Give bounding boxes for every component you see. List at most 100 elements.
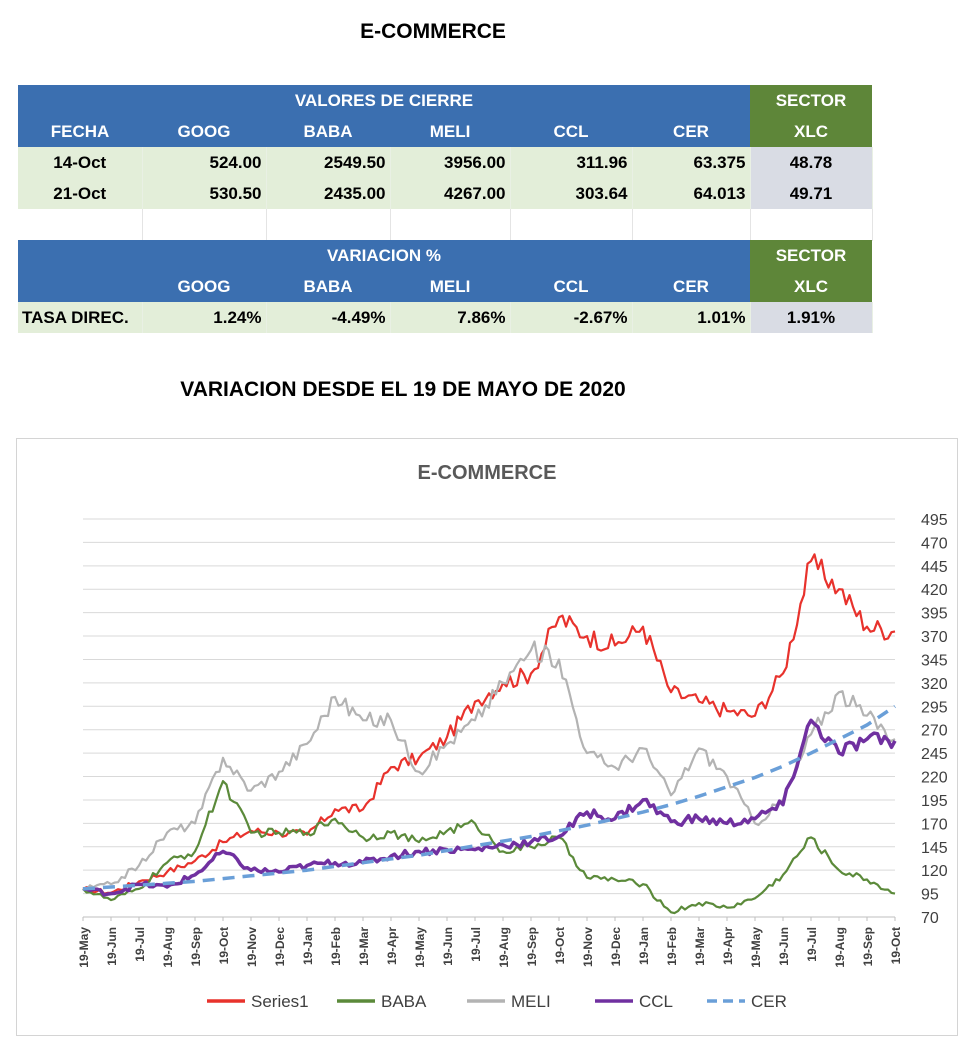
series-lines bbox=[82, 553, 897, 915]
column-header: XLC bbox=[750, 116, 872, 147]
table-cell: 63.375 bbox=[632, 147, 751, 178]
table-cell: 64.013 bbox=[632, 178, 751, 209]
column-header: FECHA bbox=[18, 116, 142, 147]
x-tick-label: 19-Nov bbox=[245, 927, 259, 967]
x-tick-label: 19-Nov bbox=[581, 927, 595, 967]
legend-label: CCL bbox=[639, 992, 673, 1011]
empty-cell bbox=[142, 209, 267, 241]
x-tick-label: 19-Aug bbox=[497, 927, 511, 968]
y-tick-label: 195 bbox=[921, 793, 948, 810]
legend-label: CER bbox=[751, 992, 787, 1011]
table-cell: 2549.50 bbox=[266, 147, 391, 178]
x-tick-label: 19-Jan bbox=[301, 927, 315, 965]
empty-cell bbox=[18, 209, 143, 241]
table-cell: 21-Oct bbox=[18, 178, 143, 209]
empty-cell bbox=[750, 209, 873, 241]
x-tick-label: 19-Jul bbox=[133, 927, 147, 962]
page-title: E-COMMERCE bbox=[360, 20, 506, 43]
variation-group-header: VARIACION % bbox=[18, 240, 750, 271]
series-line-meli bbox=[82, 640, 896, 891]
y-tick-label: 370 bbox=[921, 629, 948, 646]
column-header bbox=[18, 271, 142, 302]
x-tick-label: 19-Jun bbox=[441, 927, 455, 966]
x-tick-label: 19-Sep bbox=[861, 927, 875, 966]
table-cell: 1.24% bbox=[142, 302, 267, 333]
y-tick-label: 245 bbox=[921, 746, 948, 763]
table-cell: 4267.00 bbox=[390, 178, 511, 209]
column-header: GOOG bbox=[142, 271, 266, 302]
closing-group-header: VALORES DE CIERRE bbox=[18, 85, 750, 116]
x-tick-label: 19-May bbox=[77, 927, 91, 968]
y-tick-label: 495 bbox=[921, 512, 948, 529]
x-tick-label: 19-Aug bbox=[833, 927, 847, 968]
table-cell: 311.96 bbox=[510, 147, 633, 178]
y-tick-label: 145 bbox=[921, 840, 948, 857]
y-tick-label: 70 bbox=[921, 910, 939, 927]
variation-sector-header: SECTOR bbox=[750, 240, 872, 271]
x-tick-label: 19-Jun bbox=[105, 927, 119, 966]
x-tick-label: 19-Jul bbox=[469, 927, 483, 962]
y-tick-label: 295 bbox=[921, 699, 948, 716]
table-cell: 7.86% bbox=[390, 302, 511, 333]
y-tick-label: 395 bbox=[921, 606, 948, 623]
x-tick-label: 19-Jun bbox=[777, 927, 791, 966]
x-tick-label: 19-Dec bbox=[609, 927, 623, 967]
table-cell: 48.78 bbox=[750, 147, 873, 178]
table-cell: 530.50 bbox=[142, 178, 267, 209]
table-cell: -2.67% bbox=[510, 302, 633, 333]
y-axis-ticks: 70 95 120 145 170 195 220 245 270 295 320 345 370 395… bbox=[921, 512, 948, 927]
legend-label: Series1 bbox=[251, 992, 309, 1011]
x-tick-label: 19-Feb bbox=[329, 927, 343, 966]
x-tick-label: 19-Mar bbox=[357, 927, 371, 966]
chart-title: E-COMMERCE bbox=[418, 462, 557, 484]
y-tick-label: 445 bbox=[921, 559, 948, 576]
x-tick-label: 19-Oct bbox=[553, 927, 567, 964]
empty-cell bbox=[510, 209, 633, 241]
series-line-series1 bbox=[82, 553, 896, 895]
table-cell: 14-Oct bbox=[18, 147, 143, 178]
x-axis-ticks: 19-May 19-Jun 19-Jul 19-Aug 19-Sep 19-Oct 19-N… bbox=[77, 917, 903, 968]
y-tick-label: 95 bbox=[921, 887, 939, 904]
line-chart: E-COMMERCE 70 95 120 145 170 195 220 245 270 295 3… bbox=[77, 462, 948, 1011]
table-row: TASA DIREC. 1.24% -4.49% 7.86% -2.67% 1.… bbox=[18, 302, 873, 333]
y-tick-label: 320 bbox=[921, 676, 948, 693]
y-tick-label: 220 bbox=[921, 770, 948, 787]
closing-group-header-row: VALORES DE CIERRE SECTOR bbox=[18, 85, 872, 116]
table-cell: 1.01% bbox=[632, 302, 751, 333]
legend-label: BABA bbox=[381, 992, 427, 1011]
table-cell: 1.91% bbox=[750, 302, 873, 333]
table-row: 21-Oct 530.50 2435.00 4267.00 303.64 64.… bbox=[18, 178, 873, 209]
legend: Series1 BABA MELI CCL CER bbox=[207, 992, 787, 1011]
x-tick-label: 19-Oct bbox=[217, 927, 231, 964]
closing-column-header-row: FECHA GOOG BABA MELI CCL CER XLC bbox=[18, 116, 872, 147]
empty-cell bbox=[266, 209, 391, 241]
column-header: MELI bbox=[390, 116, 510, 147]
x-tick-label: 19-Jul bbox=[805, 927, 819, 962]
table-cell: TASA DIREC. bbox=[18, 302, 143, 333]
gridlines bbox=[83, 518, 895, 918]
variation-group-header-row: VARIACION % SECTOR bbox=[18, 240, 872, 271]
x-tick-label: 19-May bbox=[749, 927, 763, 968]
series-line-cer bbox=[82, 704, 896, 891]
x-tick-label: 19-Apr bbox=[385, 927, 399, 965]
column-header: CER bbox=[632, 271, 750, 302]
column-header: MELI bbox=[390, 271, 510, 302]
table-row: 14-Oct 524.00 2549.50 3956.00 311.96 63.… bbox=[18, 147, 873, 178]
empty-cell bbox=[390, 209, 511, 241]
variation-table: VARIACION % SECTOR GOOG BABA MELI CCL CE… bbox=[18, 240, 873, 333]
variation-column-header-row: GOOG BABA MELI CCL CER XLC bbox=[18, 271, 872, 302]
closing-sector-header: SECTOR bbox=[750, 85, 872, 116]
column-header: BABA bbox=[266, 271, 390, 302]
x-tick-label: 19-Apr bbox=[721, 927, 735, 965]
empty-cell bbox=[632, 209, 751, 241]
x-tick-label: 19-Sep bbox=[189, 927, 203, 966]
y-tick-label: 120 bbox=[921, 863, 948, 880]
series-line-baba bbox=[82, 780, 896, 915]
x-tick-label: 19-Mar bbox=[693, 927, 707, 966]
column-header: CCL bbox=[510, 271, 632, 302]
x-tick-label: 19-Sep bbox=[525, 927, 539, 966]
column-header: XLC bbox=[750, 271, 872, 302]
spacer-row bbox=[18, 209, 873, 241]
column-header: GOOG bbox=[142, 116, 266, 147]
column-header: CER bbox=[632, 116, 750, 147]
